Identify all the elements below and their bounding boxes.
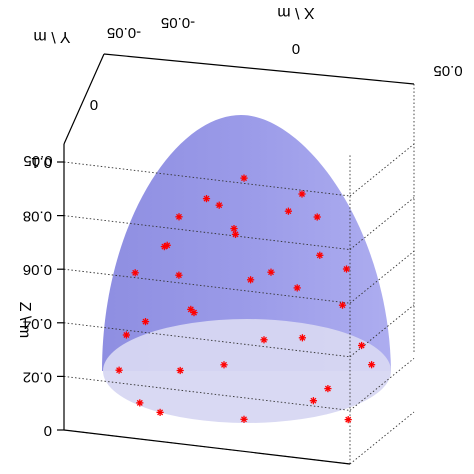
data-point-marker (293, 284, 301, 292)
z-tick-label: 0 (44, 422, 52, 439)
z-tick-label: 0.08 (23, 208, 52, 225)
x-tick-label: 0 (292, 40, 300, 57)
data-point-marker (267, 268, 275, 276)
data-point-marker (156, 408, 164, 417)
x-axis-line (63, 429, 351, 465)
data-markers (115, 174, 376, 424)
data-point-marker (175, 213, 183, 221)
data-point-marker (175, 271, 183, 279)
z-grid-line-side (349, 197, 415, 250)
data-point-marker (344, 415, 352, 424)
data-point-marker (342, 265, 351, 273)
data-point-marker (230, 225, 238, 233)
axes (57, 53, 415, 465)
y-tick-label: 0 (90, 96, 98, 113)
data-point-marker (298, 334, 306, 342)
z-grid-line-side (349, 250, 415, 304)
y-axis-label: Y \ m (33, 28, 70, 45)
data-point-marker (298, 190, 306, 198)
data-point-marker (240, 415, 248, 423)
data-point-marker (260, 336, 268, 344)
data-point-marker (122, 331, 130, 339)
x-axis-label: X \ m (277, 4, 314, 21)
z-grid-line-side (349, 143, 415, 197)
y-tick-label: -0.05 (107, 24, 141, 41)
data-point-marker (240, 174, 248, 182)
data-point-marker (357, 341, 366, 350)
data-point-marker (190, 309, 198, 317)
paraboloid-surface (102, 115, 391, 371)
data-point-marker (367, 361, 376, 369)
data-point-marker (115, 366, 123, 374)
y-tick-label: 0.05 (23, 152, 52, 169)
data-point-marker (215, 201, 223, 209)
data-point-marker (338, 301, 347, 309)
x-tick-label: 0.05 (433, 62, 462, 79)
z-tick-label: 0.04 (23, 315, 52, 332)
x-tick-label: -0.05 (161, 14, 195, 31)
z-tick-label: 0.02 (23, 368, 52, 385)
xy-tick-labels: -0.05 0 0.05 -0.05 0 0.05 (23, 14, 462, 169)
data-point-marker (202, 195, 211, 203)
data-point-marker (131, 269, 139, 277)
data-point-marker (141, 318, 150, 326)
paraboloid-base (103, 319, 391, 423)
data-point-marker (220, 361, 228, 369)
data-point-marker (309, 397, 317, 405)
data-point-marker (247, 276, 255, 284)
z-grid-line-side (349, 304, 415, 358)
z-tick-label: 0.06 (23, 261, 52, 278)
grid-lines (63, 84, 415, 465)
data-point-marker (160, 243, 168, 251)
z-axis-label: Z \ m (16, 302, 33, 338)
top-edge-line (103, 53, 415, 85)
data-point-marker (324, 384, 332, 393)
data-point-marker (313, 213, 321, 221)
z-tick-labels: 0 0.02 0.04 0.06 0.08 0.1 (23, 154, 52, 439)
data-point-marker (176, 366, 184, 375)
z-grid-line-side (349, 411, 415, 465)
rotated-plot-group (57, 53, 415, 465)
data-point-marker (136, 399, 144, 407)
data-point-marker (231, 230, 240, 238)
y-axis-line (63, 53, 105, 145)
data-point-marker (316, 251, 324, 259)
data-point-marker (284, 207, 292, 215)
z-grid-line-side (349, 358, 415, 411)
z-tick-label: 0.1 (31, 154, 52, 171)
